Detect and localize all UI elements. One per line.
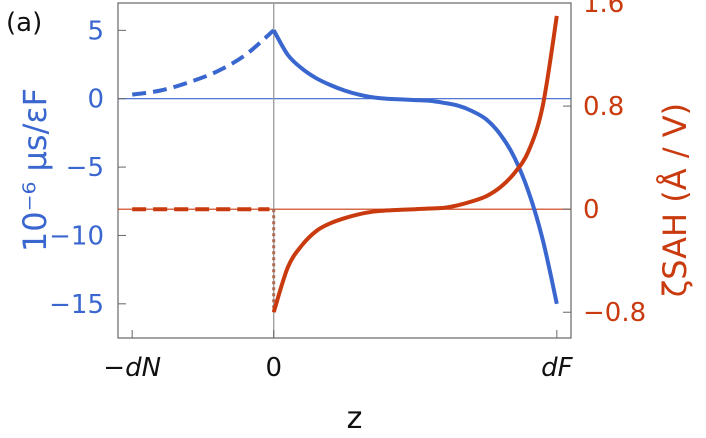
x-axis-label: z	[347, 401, 363, 436]
x-tick-label: −dN	[103, 353, 161, 383]
right-y-tick-label: −0.8	[583, 298, 646, 328]
plot-frame	[117, 2, 572, 339]
left-y-tick-label: 0	[87, 85, 104, 115]
left-y-tick-label: 5	[87, 16, 104, 46]
series-left-solid-line	[271, 29, 559, 305]
x-tick-label: 0	[265, 353, 282, 383]
series-right-solid-line	[271, 15, 559, 313]
left-y-tick-label: −5	[66, 153, 104, 183]
panel-label: (a)	[6, 8, 43, 38]
left-y-tick-label: −10	[49, 221, 104, 251]
right-y-axis-label: ζSAH (Å / V)	[656, 103, 694, 297]
right-y-tick-label: 0.8	[583, 92, 624, 122]
left-y-axis-label: 10⁻⁶ μs/εF	[16, 88, 54, 252]
left-y-tick-label: −15	[49, 290, 104, 320]
x-tick-label: dF	[541, 353, 574, 383]
right-y-tick-label: 1.6	[583, 0, 624, 19]
right-y-tick-label: 0	[583, 195, 600, 225]
series-left-dashed-line	[131, 28, 276, 97]
